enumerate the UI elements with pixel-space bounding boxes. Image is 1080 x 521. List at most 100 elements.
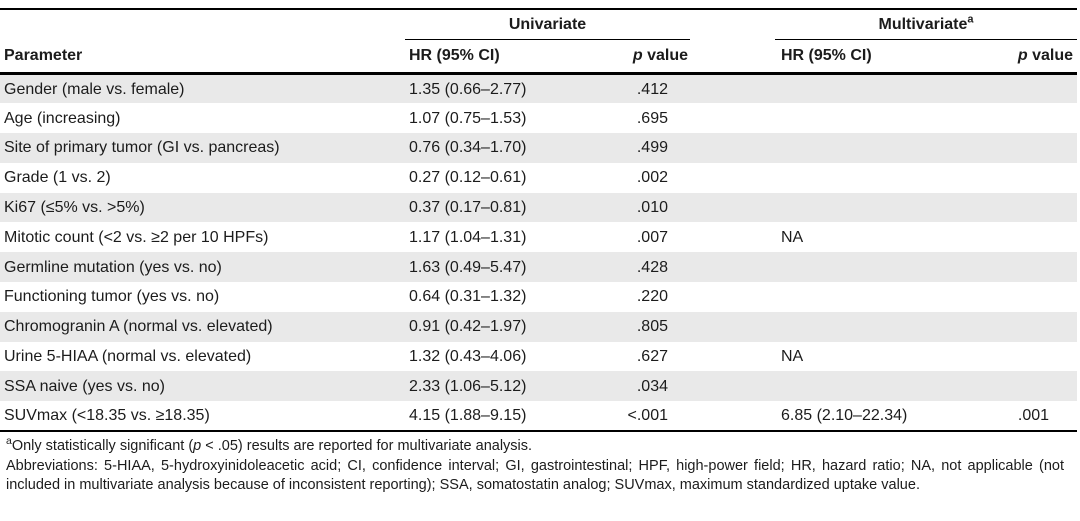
multi-p-cell: [950, 74, 1077, 104]
multi-p-cell: [950, 252, 1077, 282]
uni-p-cell: .428: [636, 258, 668, 276]
significance-footnote: aOnly statistically significant (p < .05…: [6, 435, 1064, 457]
uni-p-cell: .034: [636, 377, 668, 395]
parameter-cell: Mitotic count (<2 vs. ≥2 per 10 HPFs): [4, 228, 269, 246]
gap-cell: [690, 133, 775, 163]
multi-hr-cell: [775, 282, 950, 312]
gap-cell: [690, 222, 775, 252]
p-italic: p: [1017, 47, 1028, 64]
multivariate-footnote-marker: a: [967, 13, 974, 26]
table-row-grade: Grade (1 vs. 2) 0.27 (0.12–0.61) .002: [0, 162, 1078, 193]
uni-hr-cell: 2.33 (1.06–5.12): [409, 377, 527, 395]
table-row-urine-5hiaa: Urine 5-HIAA (normal vs. elevated) 1.32 …: [0, 341, 1078, 372]
spanner-spacer: [0, 9, 405, 40]
multi-hr-cell: [775, 193, 950, 223]
gap-cell: [690, 282, 775, 312]
cox-regression-table: Univariate Multivariatea Parameter HR (9…: [0, 8, 1078, 433]
parameter-cell: Germline mutation (yes vs. no): [4, 258, 222, 276]
multi-p-cell: [950, 312, 1077, 342]
multivariate-spanner: Multivariatea: [775, 9, 1078, 40]
table-row-ssa-naive: SSA naive (yes vs. no) 2.33 (1.06–5.12) …: [0, 371, 1078, 402]
uni-p-cell: .412: [636, 80, 668, 98]
p-value-label-rest: value: [642, 47, 688, 64]
parameter-cell: Grade (1 vs. 2): [4, 169, 111, 187]
uni-p-cell: .627: [636, 348, 668, 366]
uni-p-cell: .002: [636, 169, 668, 187]
univariate-spanner-label: Univariate: [508, 15, 587, 33]
uni-p-cell: .695: [636, 109, 668, 127]
uni-p-cell: .220: [636, 288, 668, 306]
multi-p-cell: [950, 371, 1077, 401]
multi-p-cell: [950, 193, 1077, 223]
gap-cell: [690, 163, 775, 193]
p-value-header-multivariate: p value: [950, 39, 1078, 75]
header-gap: [690, 39, 775, 75]
multi-hr-cell: NA: [781, 348, 804, 366]
table-row-mitotic-count: Mitotic count (<2 vs. ≥2 per 10 HPFs) 1.…: [0, 222, 1078, 253]
gap-cell: [690, 193, 775, 223]
uni-hr-cell: 0.91 (0.42–1.97): [409, 318, 527, 336]
parameter-cell: Urine 5-HIAA (normal vs. elevated): [4, 348, 252, 366]
column-header-row: Parameter HR (95% CI) p value HR (95% CI…: [0, 39, 1078, 75]
parameter-header: Parameter: [0, 39, 405, 75]
uni-hr-cell: 0.27 (0.12–0.61): [409, 169, 527, 187]
significance-footnote-text-1: Only statistically significant (: [11, 438, 194, 455]
spanner-header-row: Univariate Multivariatea: [0, 9, 1078, 40]
parameter-cell: Chromogranin A (normal vs. elevated): [4, 318, 273, 336]
multi-p-cell: [950, 282, 1077, 312]
uni-hr-cell: 0.76 (0.34–1.70): [409, 139, 527, 157]
table-row-functioning-tumor: Functioning tumor (yes vs. no) 0.64 (0.3…: [0, 282, 1078, 312]
table-row-site: Site of primary tumor (GI vs. pancreas) …: [0, 133, 1078, 163]
multi-hr-cell: [775, 103, 950, 133]
gap-cell: [690, 74, 775, 104]
hr-ci-header-univariate: HR (95% CI): [405, 39, 550, 75]
hr-ci-header-multivariate: HR (95% CI): [775, 39, 950, 75]
uni-hr-cell: 1.35 (0.66–2.77): [409, 80, 527, 98]
uni-hr-cell: 1.63 (0.49–5.47): [409, 258, 527, 276]
gap-cell: [690, 371, 775, 401]
p-italic: p: [193, 438, 202, 455]
spanner-gap: [690, 9, 775, 40]
table-row-chromogranin-a: Chromogranin A (normal vs. elevated) 0.9…: [0, 311, 1078, 342]
gap-cell: [690, 312, 775, 342]
multi-p-cell: [950, 103, 1077, 133]
uni-p-cell: <.001: [627, 407, 668, 425]
p-value-header-univariate: p value: [550, 39, 690, 75]
table-row-suvmax: SUVmax (<18.35 vs. ≥18.35) 4.15 (1.88–9.…: [0, 401, 1078, 432]
parameter-cell: Site of primary tumor (GI vs. pancreas): [4, 139, 280, 157]
multi-p-cell: [950, 342, 1077, 372]
table-row-gender: Gender (male vs. female) 1.35 (0.66–2.77…: [0, 73, 1078, 104]
multi-hr-cell: [775, 371, 950, 401]
multi-hr-cell: 6.85 (2.10–22.34): [781, 407, 908, 425]
p-value-label-rest: value: [1027, 47, 1074, 64]
multi-hr-cell: NA: [781, 228, 804, 246]
multi-p-cell: [950, 222, 1077, 252]
p-italic: p: [632, 47, 643, 64]
parameter-cell: SUVmax (<18.35 vs. ≥18.35): [4, 407, 210, 425]
multi-p-cell: .001: [1017, 407, 1050, 425]
multivariate-spanner-label: Multivariate: [878, 15, 968, 33]
uni-hr-cell: 1.32 (0.43–4.06): [409, 348, 527, 366]
significance-footnote-text-2: < .05) results are reported for multivar…: [201, 438, 533, 455]
parameter-cell: Functioning tumor (yes vs. no): [4, 288, 220, 306]
gap-cell: [690, 103, 775, 133]
uni-p-cell: .007: [636, 228, 668, 246]
parameter-cell: SSA naive (yes vs. no): [4, 377, 165, 395]
multi-p-cell: [950, 163, 1077, 193]
footnote-marker: a: [6, 435, 12, 448]
multi-hr-cell: [775, 252, 950, 282]
parameter-cell: Gender (male vs. female): [4, 80, 185, 98]
uni-p-cell: .499: [636, 139, 668, 157]
table-row-germline-mutation: Germline mutation (yes vs. no) 1.63 (0.4…: [0, 252, 1078, 283]
table-row-ki67: Ki67 (≤5% vs. >5%) 0.37 (0.17–0.81) .010: [0, 192, 1078, 223]
gap-cell: [690, 252, 775, 282]
multi-p-cell: [950, 133, 1077, 163]
multi-hr-cell: [775, 74, 950, 104]
univariate-spanner: Univariate: [405, 9, 690, 40]
table-footnotes: aOnly statistically significant (p < .05…: [0, 432, 1068, 496]
parameter-cell: Age (increasing): [4, 109, 121, 127]
uni-p-cell: .805: [636, 318, 668, 336]
uni-hr-cell: 4.15 (1.88–9.15): [409, 407, 527, 425]
table-row-age: Age (increasing) 1.07 (0.75–1.53) .695: [0, 103, 1078, 134]
